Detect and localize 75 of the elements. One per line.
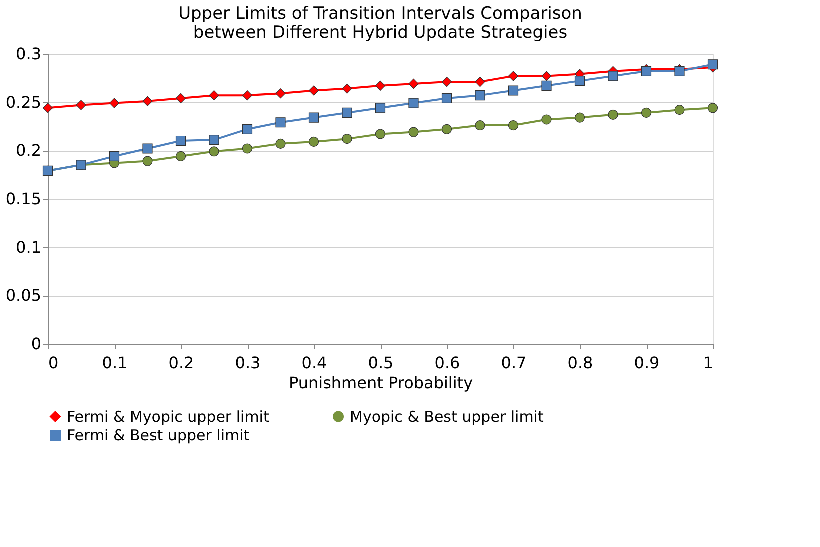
point [308, 86, 320, 96]
point [542, 71, 552, 82]
x-tick-label: 0.7 [501, 354, 527, 372]
x-tick-label: 0.2 [168, 354, 194, 372]
y-tick-label: 0 [31, 334, 42, 354]
point [109, 151, 120, 162]
y-tick-label: 0.2 [16, 141, 42, 160]
point [209, 90, 220, 101]
point [475, 76, 486, 88]
point [142, 144, 153, 154]
point [276, 118, 286, 128]
point [308, 136, 320, 147]
point [408, 78, 419, 90]
point [342, 134, 352, 144]
x-axis-title: Punishment Probability [288, 374, 474, 392]
legend-label: Fermi & Best upper limit [67, 426, 250, 444]
point [176, 93, 186, 104]
point [375, 103, 386, 114]
point [641, 108, 652, 118]
point [475, 120, 486, 131]
point [342, 84, 352, 94]
point [708, 103, 718, 114]
point [508, 86, 519, 96]
point [342, 108, 352, 118]
legend-label: Myopic & Best upper limit [350, 408, 544, 426]
point [308, 112, 320, 123]
x-tick-label: 0 [48, 354, 59, 372]
x-tick-label: 0.4 [302, 354, 328, 372]
x-tick-label: 1 [703, 354, 714, 372]
y-tick-label: 0.05 [6, 286, 42, 306]
point [375, 129, 386, 140]
y-tick-label: 0.1 [16, 238, 42, 257]
x-tick-label: 0.5 [368, 354, 394, 372]
x-tick-label: 0.8 [568, 354, 594, 372]
point [508, 120, 519, 131]
point [674, 105, 685, 116]
point [608, 110, 618, 120]
point [442, 76, 452, 88]
point [76, 100, 86, 110]
point [408, 127, 419, 138]
point [276, 88, 286, 99]
point [142, 96, 153, 106]
point [442, 93, 452, 104]
x-tick-label: 0.9 [634, 354, 660, 372]
point [176, 151, 186, 162]
point [242, 90, 253, 101]
point [209, 134, 220, 146]
x-tick-label: 0.3 [235, 354, 261, 372]
y-tick-label: 0.25 [6, 92, 42, 112]
point [142, 156, 153, 166]
x-tick-label: 0.1 [102, 354, 128, 372]
point [475, 90, 486, 101]
legend-label: Fermi & Myopic upper limit [67, 408, 270, 426]
point [276, 138, 286, 149]
point [574, 112, 586, 123]
y-tick-label: 0.3 [16, 44, 42, 64]
point [109, 98, 120, 108]
point [176, 136, 186, 146]
point [209, 146, 220, 157]
text: between Different Hybrid Update Strategies [193, 23, 568, 43]
point [242, 124, 253, 134]
point [542, 114, 552, 125]
point [375, 80, 386, 91]
point [542, 80, 552, 91]
point [574, 76, 586, 86]
point [408, 98, 419, 108]
x-tick-label: 0.6 [434, 354, 460, 372]
point [242, 144, 253, 154]
text: Upper Limits of Transition Intervals Comparison [178, 4, 582, 24]
point [608, 71, 618, 82]
point [508, 71, 519, 82]
point [708, 60, 718, 70]
point [42, 103, 54, 114]
y-tick-label: 0.15 [6, 190, 42, 208]
point [442, 124, 452, 134]
